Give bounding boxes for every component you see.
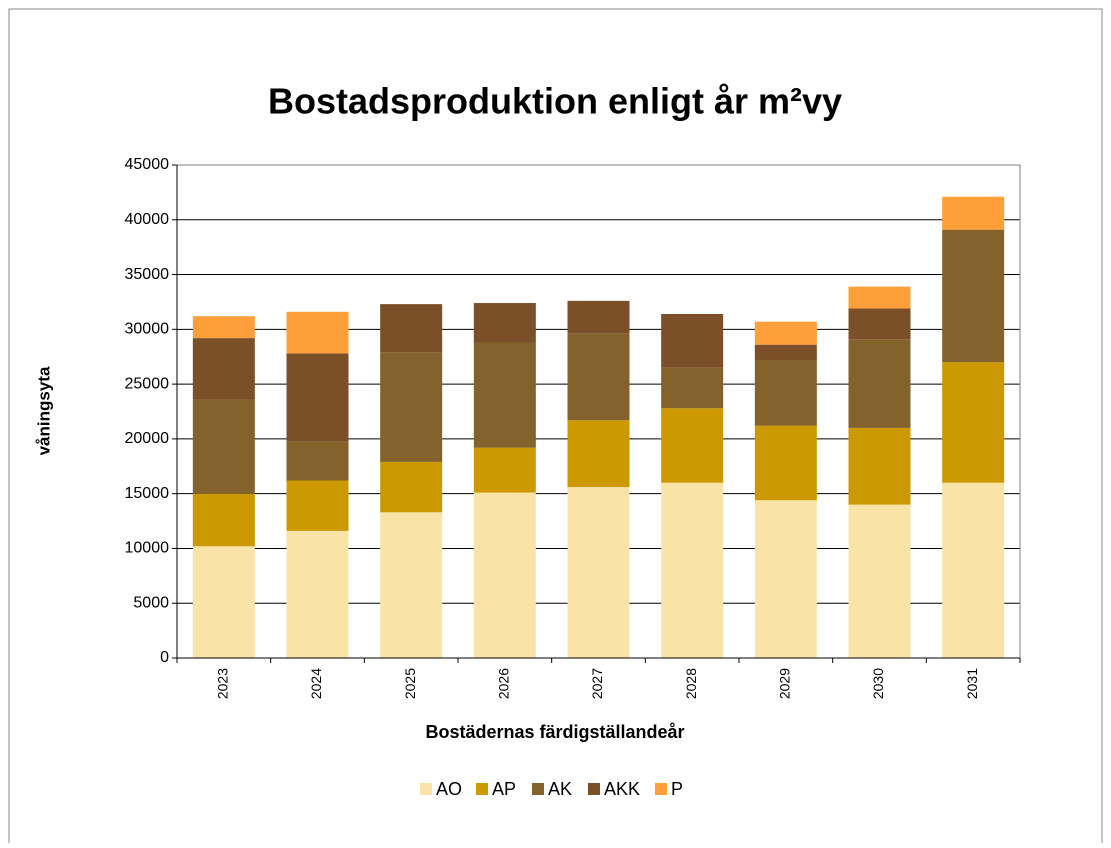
- bar-segment: [567, 420, 630, 488]
- bar-segment: [473, 492, 536, 658]
- legend-label: AK: [548, 779, 572, 799]
- bar-segment: [848, 339, 911, 428]
- x-tick-label: 2026: [496, 668, 512, 699]
- bar-segment: [567, 487, 630, 658]
- bar-segment: [661, 482, 724, 658]
- bar-segment: [473, 303, 536, 343]
- x-axis-label: Bostädernas färdigställandeår: [425, 722, 684, 742]
- bar-segment: [942, 482, 1005, 658]
- bar-segment: [286, 353, 349, 442]
- y-axis-label: våningsyta: [34, 366, 53, 455]
- bar-segment: [567, 300, 630, 334]
- bar-segment: [286, 530, 349, 658]
- bar-segment: [848, 308, 911, 340]
- bar-segment: [942, 362, 1005, 483]
- bar-segment: [661, 408, 724, 483]
- x-tick-label: 2028: [683, 668, 699, 699]
- bar-segment: [754, 360, 817, 426]
- bar-segment: [286, 480, 349, 531]
- legend-swatch: [420, 783, 432, 795]
- legend-label: AP: [492, 779, 516, 799]
- bar-segment: [661, 367, 724, 409]
- y-tick-label: 5000: [133, 594, 169, 611]
- bar-segment: [192, 546, 255, 658]
- x-tick-label: 2029: [777, 668, 793, 699]
- bar-segment: [473, 447, 536, 493]
- bar-segment: [754, 344, 817, 361]
- legend-swatch: [476, 783, 488, 795]
- y-tick-label: 15000: [125, 485, 170, 502]
- bar-segment: [380, 304, 443, 353]
- legend-label: AO: [436, 779, 462, 799]
- bar-segment: [848, 427, 911, 505]
- bar-segment: [567, 333, 630, 421]
- bar-segment: [380, 352, 443, 462]
- bar-segment: [754, 500, 817, 658]
- x-tick-label: 2024: [308, 668, 324, 699]
- bar-segment: [942, 196, 1005, 230]
- legend-swatch: [655, 783, 667, 795]
- bar-segment: [286, 441, 349, 481]
- x-tick-label: 2023: [215, 668, 231, 699]
- bar-segment: [942, 229, 1005, 363]
- y-tick-label: 20000: [125, 430, 170, 447]
- legend-swatch: [588, 783, 600, 795]
- bar-segment: [380, 461, 443, 513]
- bar-segment: [286, 311, 349, 354]
- y-tick-label: 35000: [125, 266, 170, 283]
- x-tick-label: 2030: [870, 668, 886, 699]
- legend-swatch: [532, 783, 544, 795]
- y-tick-label: 25000: [125, 375, 170, 392]
- bar-segment: [192, 338, 255, 400]
- bar-segment: [380, 512, 443, 658]
- y-tick-label: 10000: [125, 540, 170, 557]
- bar-segment: [192, 493, 255, 547]
- y-tick-label: 0: [160, 649, 169, 666]
- legend-label: P: [671, 779, 683, 799]
- y-tick-label: 45000: [125, 156, 170, 173]
- bar-segment: [192, 316, 255, 339]
- chart-title: Bostadsproduktion enligt år m²vy: [268, 81, 842, 122]
- y-tick-label: 30000: [125, 321, 170, 338]
- legend-label: AKK: [604, 779, 640, 799]
- bar-segment: [754, 321, 817, 345]
- y-tick-label: 40000: [125, 211, 170, 228]
- x-tick-label: 2031: [964, 668, 980, 699]
- frame: [8, 8, 1103, 843]
- bar-segment: [848, 286, 911, 309]
- bar-segment: [754, 425, 817, 501]
- bar-segment: [848, 504, 911, 658]
- bar-segment: [192, 399, 255, 494]
- bar-segment: [473, 342, 536, 448]
- x-tick-label: 2027: [589, 668, 605, 699]
- bar-segment: [661, 313, 724, 368]
- x-tick-label: 2025: [402, 668, 418, 699]
